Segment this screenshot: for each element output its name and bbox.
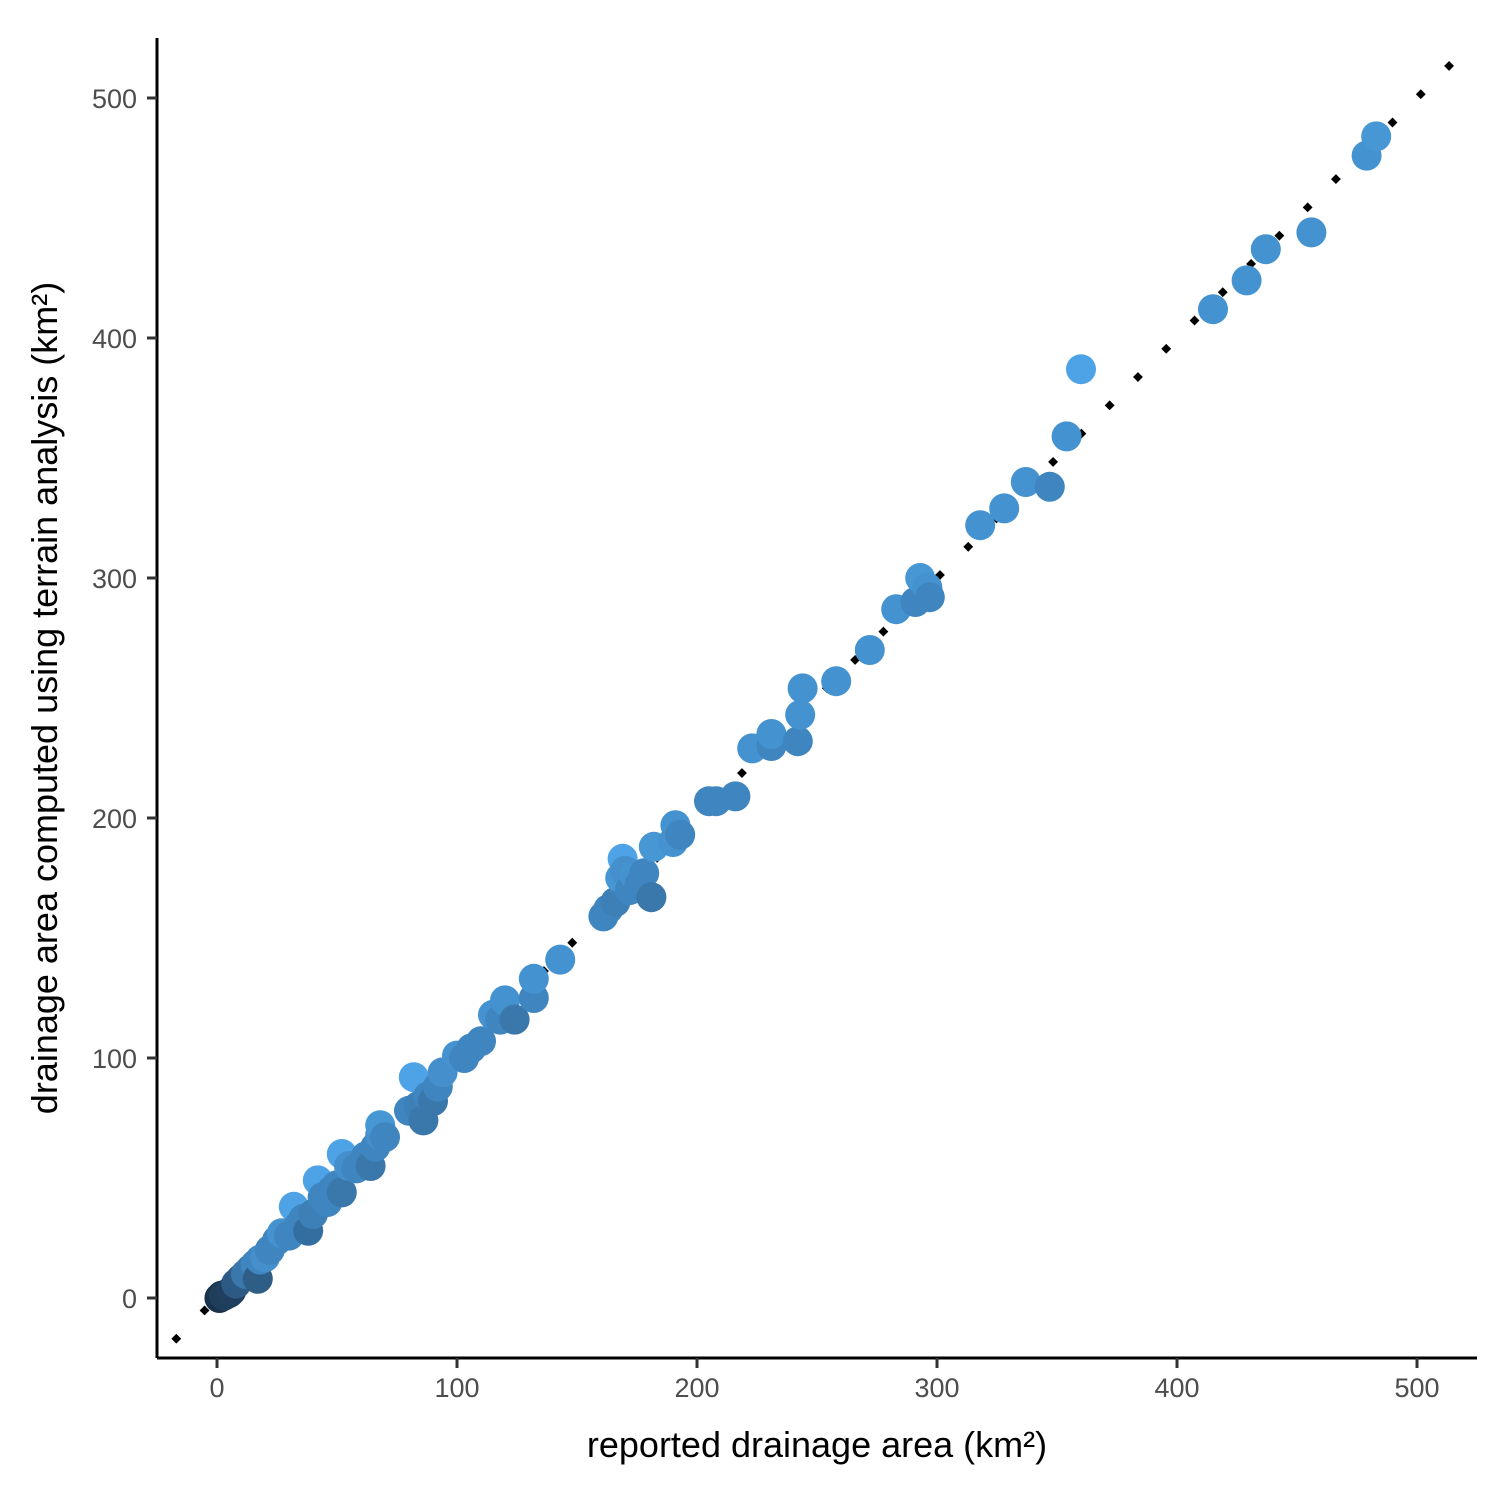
data-point — [914, 582, 945, 613]
data-point — [787, 673, 818, 704]
y-tick-label: 300 — [92, 564, 137, 594]
data-point — [665, 819, 696, 850]
points-layer — [204, 121, 1392, 1313]
y-tick-label: 100 — [92, 1044, 137, 1074]
data-point — [1051, 421, 1082, 452]
data-point — [965, 510, 996, 541]
data-point — [785, 699, 816, 730]
data-point — [720, 781, 751, 812]
data-point — [1250, 234, 1281, 265]
data-point — [518, 963, 549, 994]
y-tick-label: 200 — [92, 804, 137, 834]
x-tick-label: 500 — [1394, 1373, 1439, 1403]
x-axis-title: reported drainage area (km²) — [587, 1424, 1047, 1465]
y-tick-label: 400 — [92, 324, 137, 354]
x-tick-label: 200 — [674, 1373, 719, 1403]
data-point — [782, 726, 813, 757]
data-point — [1066, 354, 1096, 385]
data-point — [636, 882, 667, 913]
data-point — [989, 493, 1020, 524]
y-axis-ticks: 0 100 200 300 400 500 — [92, 84, 157, 1314]
data-point — [1361, 121, 1392, 152]
x-tick-label: 300 — [914, 1373, 959, 1403]
y-tick-label: 500 — [92, 84, 137, 114]
data-point — [629, 858, 660, 889]
data-point — [370, 1122, 400, 1153]
data-point — [1231, 265, 1262, 296]
x-tick-label: 0 — [209, 1373, 224, 1403]
data-point — [545, 944, 576, 975]
x-axis-ticks: 0 100 200 300 400 500 — [209, 1358, 1440, 1403]
axes-layer — [155, 38, 1477, 1360]
data-point — [1010, 467, 1041, 497]
x-tick-label: 100 — [434, 1373, 479, 1403]
y-tick-label: 0 — [122, 1284, 137, 1314]
data-point — [821, 666, 852, 697]
data-point — [499, 1004, 530, 1035]
data-point — [1296, 217, 1327, 248]
data-point — [326, 1177, 357, 1208]
data-point — [466, 1026, 496, 1057]
x-tick-label: 400 — [1154, 1373, 1199, 1403]
data-point — [1198, 294, 1228, 325]
data-point — [854, 635, 885, 665]
data-point — [1034, 471, 1065, 502]
data-point — [756, 719, 787, 749]
y-axis-title: drainage area computed using terrain ana… — [24, 282, 65, 1114]
